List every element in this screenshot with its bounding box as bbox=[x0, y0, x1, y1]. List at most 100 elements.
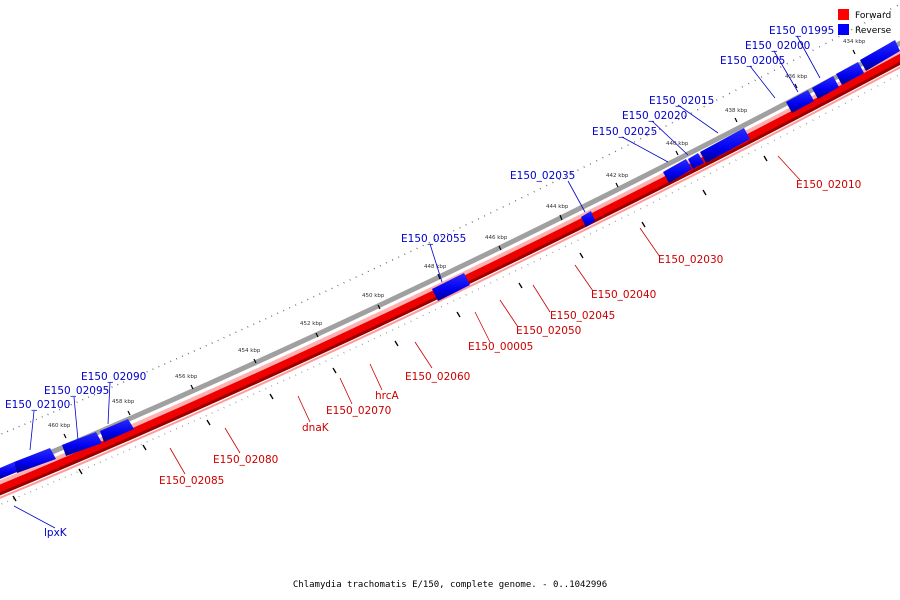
gene-label-E150_02085[interactable]: E150_02085 bbox=[159, 475, 224, 487]
inner-minor-tick bbox=[217, 409, 219, 412]
inner-minor-tick bbox=[741, 156, 743, 158]
gene-label-E150_02050[interactable]: E150_02050 bbox=[516, 325, 581, 337]
scale-minor-tick bbox=[614, 150, 617, 153]
inner-minor-tick bbox=[877, 85, 879, 87]
gene-label-E150_02100[interactable]: E150_02100 bbox=[5, 399, 70, 411]
inner-minor-tick bbox=[241, 398, 243, 401]
scale-minor-tick bbox=[152, 368, 154, 371]
gene-label-E150_02035[interactable]: E150_02035 bbox=[510, 170, 575, 182]
gene-label-E150_02095[interactable]: E150_02095 bbox=[44, 385, 109, 397]
scale-minor-tick bbox=[181, 355, 184, 358]
inner-minor-tick bbox=[558, 248, 560, 251]
legend-swatch-forward bbox=[838, 9, 849, 20]
scale-minor-tick bbox=[53, 411, 55, 413]
forward-gene-labels: E150_02010 E150_02030 E150_02040 E150_02… bbox=[159, 179, 861, 487]
gene-block-E150_01990[interactable] bbox=[860, 40, 900, 71]
scale-minor-tick bbox=[211, 342, 213, 344]
gene-block-E150_02005[interactable] bbox=[786, 90, 814, 113]
scale-minor-tick bbox=[741, 86, 744, 88]
scale-minor-tick bbox=[896, 4, 899, 7]
gene-label-E150_02090[interactable]: E150_02090 bbox=[81, 371, 146, 383]
scale-minor-tick bbox=[690, 112, 693, 114]
gene-label-E150_02015[interactable]: E150_02015 bbox=[649, 95, 714, 107]
scale-minor-tick bbox=[428, 241, 431, 244]
gene-block-E150_02020[interactable] bbox=[688, 153, 704, 169]
inner-minor-tick bbox=[477, 288, 480, 290]
gene-label-E150_01995[interactable]: E150_01995 bbox=[769, 25, 834, 37]
gene-block-E150_02055[interactable] bbox=[432, 273, 470, 301]
scale-minor-tick bbox=[851, 28, 853, 31]
inner-minor-tick bbox=[602, 226, 604, 229]
scale-minor-tick bbox=[70, 403, 72, 406]
gene-label-E150_02070[interactable]: E150_02070 bbox=[326, 405, 391, 417]
gene-label-lpxK[interactable]: lpxK bbox=[44, 527, 68, 539]
scale-tick-label: 454 kbp bbox=[238, 348, 261, 354]
inner-minor-tick bbox=[570, 242, 573, 245]
scale-minor-tick bbox=[319, 293, 321, 295]
gene-label-E150_02010[interactable]: E150_02010 bbox=[796, 179, 861, 191]
gene-block-E150_02100[interactable] bbox=[14, 448, 56, 473]
gene-label-E150_02045[interactable]: E150_02045 bbox=[550, 310, 615, 322]
scale-minor-tick bbox=[864, 22, 866, 24]
scale-minor-tick bbox=[282, 309, 285, 312]
gene-label-E150_02055[interactable]: E150_02055 bbox=[401, 233, 466, 245]
gene-label-E150_02030[interactable]: E150_02030 bbox=[658, 254, 723, 266]
inner-minor-tick bbox=[175, 428, 178, 430]
scale-tick-label: 444 kbp bbox=[546, 204, 569, 210]
inner-minor-tick bbox=[301, 371, 303, 374]
inner-minor-tick bbox=[158, 435, 160, 438]
gene-label-E150_02020[interactable]: E150_02020 bbox=[622, 110, 687, 122]
scale-minor-tick bbox=[671, 121, 674, 124]
scale-minor-tick bbox=[490, 212, 492, 214]
inner-tick bbox=[641, 221, 646, 228]
inner-minor-tick bbox=[621, 217, 623, 219]
gene-block-E150_02035[interactable] bbox=[581, 211, 595, 227]
inner-minor-tick bbox=[627, 214, 629, 216]
gene-block-E150_02090[interactable] bbox=[100, 419, 134, 442]
forward-callout-lines bbox=[169, 155, 801, 475]
gene-label-hrcA[interactable]: hrcA bbox=[375, 390, 400, 402]
gene-label-E150_02080[interactable]: E150_02080 bbox=[213, 454, 278, 466]
inner-minor-tick bbox=[527, 264, 529, 266]
scale-minor-tick bbox=[552, 181, 554, 184]
scale-minor-tick bbox=[754, 79, 756, 82]
gene-block-E150_02000[interactable] bbox=[812, 76, 839, 99]
gene-label-E150_02040[interactable]: E150_02040 bbox=[591, 289, 656, 301]
scale-minor-tick bbox=[652, 131, 655, 134]
gene-label-E150_02005[interactable]: E150_02005 bbox=[720, 55, 785, 67]
gene-label-E150_00005[interactable]: E150_00005 bbox=[468, 341, 533, 353]
gene-block-lpxK[interactable] bbox=[0, 462, 17, 479]
inner-minor-tick bbox=[235, 401, 237, 404]
gene-block-E150_01995[interactable] bbox=[836, 62, 864, 85]
gene-label-E150_02000[interactable]: E150_02000 bbox=[745, 40, 810, 52]
scale-minor-tick bbox=[391, 259, 394, 261]
scale-tick-labels: 434 kbp 436 kbp 438 kbp 440 kbp 442 kbp … bbox=[48, 39, 866, 429]
scale-minor-tick bbox=[217, 339, 219, 342]
scale-tick-label: 440 kbp bbox=[666, 141, 689, 147]
map-caption: Chlamydia trachomatis E/150, complete ge… bbox=[293, 580, 607, 590]
scale-minor-tick bbox=[602, 156, 604, 159]
gene-label-E150_02060[interactable]: E150_02060 bbox=[405, 371, 470, 383]
gene-block-E150_02095[interactable] bbox=[62, 432, 102, 456]
inner-minor-tick bbox=[514, 270, 517, 272]
inner-minor-tick bbox=[331, 357, 333, 360]
gene-label-dnaK[interactable]: dnaK bbox=[302, 422, 330, 434]
gene-block-E150_02015[interactable] bbox=[700, 128, 750, 163]
inner-minor-tick bbox=[608, 223, 610, 226]
scale-minor-tick bbox=[838, 35, 840, 38]
scale-minor-tick bbox=[235, 331, 237, 334]
scale-minor-tick bbox=[496, 209, 498, 211]
scale-tick-label: 452 kbp bbox=[300, 321, 323, 327]
scale-minor-tick bbox=[453, 229, 455, 232]
inner-minor-tick bbox=[521, 267, 523, 269]
inner-minor-tick bbox=[640, 207, 642, 210]
scale-minor-tick bbox=[82, 398, 84, 401]
inner-minor-tick bbox=[337, 354, 339, 357]
inner-minor-tick bbox=[58, 478, 61, 481]
scale-minor-tick bbox=[41, 416, 43, 418]
inner-minor-tick bbox=[325, 360, 327, 362]
gene-block-E150_02025[interactable] bbox=[663, 159, 692, 183]
gene-label-E150_02025[interactable]: E150_02025 bbox=[592, 126, 657, 138]
scale-minor-tick bbox=[521, 196, 523, 199]
scale-minor-tick bbox=[696, 108, 699, 111]
